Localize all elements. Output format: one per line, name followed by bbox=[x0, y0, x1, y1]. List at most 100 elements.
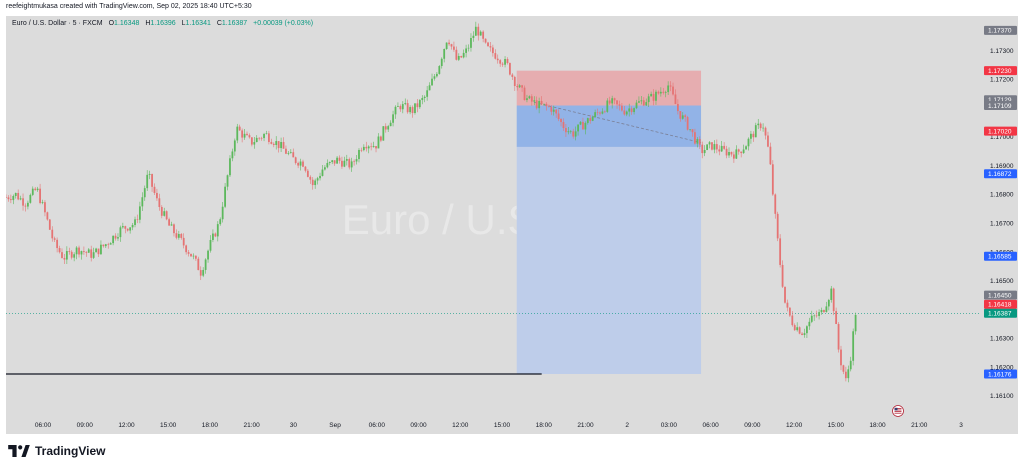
candle-body bbox=[107, 244, 110, 245]
candle-body bbox=[194, 255, 197, 259]
candle-body bbox=[567, 131, 570, 133]
candle-body bbox=[533, 100, 536, 102]
time-axis-label: 12:00 bbox=[786, 422, 803, 429]
time-axis-label: 09:00 bbox=[410, 422, 427, 429]
candle-body bbox=[613, 98, 616, 101]
candle-body bbox=[418, 100, 421, 108]
high-value: 1.16396 bbox=[150, 20, 176, 27]
candle-body bbox=[672, 86, 674, 95]
candle-body bbox=[835, 311, 838, 325]
candle-body bbox=[302, 161, 304, 167]
candle-body bbox=[854, 314, 857, 332]
candle-body bbox=[450, 44, 453, 47]
price-tag-label: 1.16872 bbox=[988, 171, 1012, 178]
candle-body bbox=[297, 162, 300, 166]
candle-body bbox=[640, 100, 643, 102]
candle-body bbox=[114, 235, 117, 239]
candle-body bbox=[774, 194, 777, 214]
chart-area[interactable]: Euro / U.S. Dollar 1.17300 1.17200 1.17000 1… bbox=[6, 16, 1018, 434]
candle-body bbox=[61, 252, 63, 258]
candle-body bbox=[68, 251, 71, 252]
open-value: 1.16348 bbox=[114, 20, 140, 27]
candle-body bbox=[289, 152, 292, 153]
price-tag bbox=[984, 169, 1017, 179]
candle-body bbox=[501, 63, 504, 65]
candle-body bbox=[818, 312, 820, 316]
candle-body bbox=[117, 237, 119, 239]
candle-body bbox=[620, 105, 623, 111]
open-label: O bbox=[108, 20, 115, 27]
candle-body bbox=[328, 162, 331, 163]
candle-body bbox=[260, 137, 263, 139]
candle-body bbox=[732, 154, 735, 159]
price-tag-label: 1.17020 bbox=[988, 128, 1012, 135]
candle-body bbox=[635, 102, 638, 109]
candle-body bbox=[467, 47, 470, 49]
candle-body bbox=[199, 270, 202, 276]
candle-body bbox=[95, 248, 97, 253]
candle-body bbox=[482, 31, 485, 39]
candle-body bbox=[538, 100, 541, 109]
time-axis-label: 06:00 bbox=[702, 422, 719, 429]
candle-body bbox=[484, 38, 487, 43]
candle-body bbox=[703, 150, 706, 154]
chart-attribution-header: reefeightmukasa created with TradingView… bbox=[6, 3, 252, 10]
candle-body bbox=[131, 225, 134, 228]
time-axis-label: Sep bbox=[329, 422, 341, 429]
candle-body bbox=[574, 131, 577, 137]
price-chart[interactable]: Euro / U.S. Dollar1.173001.172001.170001… bbox=[6, 16, 1018, 434]
candle-body bbox=[803, 333, 806, 335]
candle-body bbox=[628, 108, 631, 112]
candle-body bbox=[526, 98, 528, 101]
candle-body bbox=[389, 122, 392, 127]
candle-body bbox=[141, 197, 144, 207]
candle-body bbox=[265, 133, 268, 134]
price-tag-label: 1.17129 bbox=[988, 97, 1012, 104]
candle-body bbox=[163, 211, 166, 216]
price-tag-label: 1.17230 bbox=[988, 68, 1012, 75]
candle-body bbox=[759, 123, 762, 129]
candle-body bbox=[51, 229, 54, 239]
time-axis-label: 09:00 bbox=[744, 422, 761, 429]
candle-body bbox=[78, 247, 80, 255]
time-axis-label: 12:00 bbox=[452, 422, 469, 429]
time-axis-label: 18:00 bbox=[536, 422, 553, 429]
candle-body bbox=[294, 157, 297, 163]
candle-body bbox=[22, 198, 24, 206]
candle-body bbox=[535, 100, 538, 109]
candle-body bbox=[445, 42, 448, 50]
candle-body bbox=[246, 133, 248, 136]
candle-body bbox=[401, 104, 404, 110]
candle-body bbox=[124, 226, 127, 229]
candle-body bbox=[292, 152, 295, 158]
candle-body bbox=[745, 146, 747, 150]
candle-body bbox=[27, 202, 29, 207]
symbol-name[interactable]: Euro / U.S. Dollar · 5 · FXCM bbox=[12, 20, 103, 27]
candle-body bbox=[465, 48, 467, 53]
candle-body bbox=[810, 315, 813, 322]
candle-body bbox=[720, 145, 723, 152]
candle-body bbox=[438, 66, 441, 74]
candle-body bbox=[272, 143, 275, 145]
candle-body bbox=[827, 299, 830, 307]
time-axis-label: 09:00 bbox=[77, 422, 94, 429]
candle-body bbox=[837, 324, 840, 350]
price-tag bbox=[984, 290, 1017, 300]
candle-body bbox=[764, 127, 767, 136]
candle-body bbox=[14, 192, 17, 197]
candle-body bbox=[625, 111, 628, 115]
dashed-trend-line bbox=[533, 101, 702, 144]
candle-body bbox=[326, 162, 329, 168]
candle-body bbox=[177, 234, 180, 238]
candle-body bbox=[65, 251, 68, 260]
candle-body bbox=[813, 315, 816, 317]
price-tag bbox=[984, 251, 1017, 261]
candle-body bbox=[214, 233, 217, 237]
footer-brand[interactable]: TradingView bbox=[8, 443, 105, 459]
candle-body bbox=[104, 244, 107, 247]
candle-body bbox=[479, 31, 482, 36]
candle-body bbox=[694, 132, 696, 144]
time-axis-label: 12:00 bbox=[118, 422, 135, 429]
candle-body bbox=[192, 255, 195, 257]
candle-body bbox=[331, 160, 334, 163]
